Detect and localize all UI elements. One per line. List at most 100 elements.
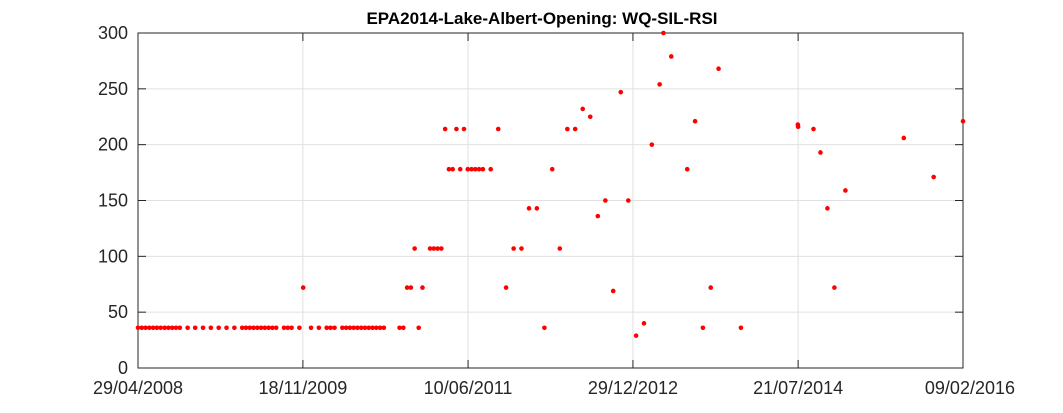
data-point bbox=[147, 325, 152, 331]
data-point bbox=[162, 325, 168, 331]
data-point bbox=[273, 325, 279, 331]
data-point bbox=[931, 174, 936, 180]
data-point bbox=[401, 325, 406, 331]
data-point bbox=[185, 325, 190, 331]
data-point bbox=[216, 325, 222, 331]
data-point bbox=[332, 325, 337, 331]
data-point bbox=[224, 325, 229, 331]
x-tick-label: 18/11/2009 bbox=[259, 378, 348, 398]
data-point bbox=[495, 126, 501, 132]
data-point bbox=[431, 246, 437, 251]
data-point bbox=[549, 166, 555, 172]
data-point bbox=[684, 166, 690, 172]
data-point bbox=[377, 325, 383, 331]
data-point bbox=[232, 325, 237, 331]
data-point bbox=[366, 325, 372, 331]
data-point bbox=[465, 166, 471, 172]
data-point bbox=[139, 325, 145, 331]
data-point bbox=[610, 288, 616, 294]
y-tick-label: 0 bbox=[118, 358, 128, 378]
data-point bbox=[633, 333, 639, 338]
data-point bbox=[192, 325, 198, 331]
data-point bbox=[461, 126, 467, 132]
data-point bbox=[473, 166, 478, 172]
data-point bbox=[454, 126, 459, 132]
data-point bbox=[397, 325, 402, 331]
data-point bbox=[381, 325, 387, 331]
data-point bbox=[587, 114, 593, 120]
data-point bbox=[285, 325, 291, 331]
data-point bbox=[960, 118, 966, 124]
y-tick-label: 150 bbox=[98, 191, 128, 211]
y-tick-label: 300 bbox=[98, 23, 128, 43]
data-point bbox=[370, 325, 375, 331]
chart-title: EPA2014-Lake-Albert-Opening: WQ-SIL-RSI bbox=[366, 9, 717, 28]
data-point bbox=[251, 325, 256, 331]
data-point bbox=[488, 166, 494, 172]
data-point bbox=[661, 30, 666, 36]
data-point bbox=[534, 206, 540, 211]
data-point bbox=[649, 142, 655, 147]
data-point bbox=[239, 325, 245, 331]
data-point bbox=[480, 166, 486, 172]
data-point bbox=[519, 246, 524, 251]
data-point bbox=[572, 126, 578, 132]
data-point bbox=[289, 325, 294, 331]
data-point bbox=[716, 66, 721, 72]
data-point bbox=[526, 206, 532, 211]
data-point bbox=[625, 198, 631, 203]
data-point bbox=[258, 325, 264, 331]
data-point bbox=[618, 89, 624, 95]
data-point bbox=[565, 126, 570, 132]
data-point bbox=[469, 166, 474, 172]
y-tick-label: 100 bbox=[98, 246, 128, 266]
data-point bbox=[708, 285, 714, 290]
data-point bbox=[427, 246, 433, 251]
data-point bbox=[358, 325, 364, 331]
data-point bbox=[503, 285, 509, 290]
data-point bbox=[795, 124, 801, 130]
x-tick-label: 10/06/2011 bbox=[424, 378, 513, 398]
data-point bbox=[135, 325, 141, 331]
data-point bbox=[208, 325, 214, 331]
data-point bbox=[343, 325, 349, 331]
data-point bbox=[150, 325, 156, 331]
data-point bbox=[300, 285, 306, 290]
x-tick-label: 29/12/2012 bbox=[588, 378, 678, 398]
data-point bbox=[420, 285, 425, 290]
data-point bbox=[843, 188, 848, 193]
data-point bbox=[476, 166, 482, 172]
data-point bbox=[641, 321, 647, 326]
data-point bbox=[825, 206, 830, 211]
data-point bbox=[281, 325, 287, 331]
data-point bbox=[700, 325, 706, 331]
data-point bbox=[262, 325, 268, 331]
data-point bbox=[408, 285, 414, 290]
y-tick-label: 50 bbox=[108, 302, 128, 322]
data-point bbox=[255, 325, 260, 331]
grid bbox=[137, 32, 964, 369]
data-point bbox=[450, 166, 455, 172]
data-point bbox=[316, 325, 322, 331]
data-point bbox=[324, 325, 329, 331]
data-point bbox=[362, 325, 368, 331]
axis-ticks: 0 50 100 150 200 250 300 29/04/2008 18/11/2009 10… bbox=[93, 23, 1015, 398]
data-point bbox=[603, 198, 608, 203]
data-points bbox=[135, 30, 966, 338]
data-point bbox=[738, 325, 744, 331]
data-point bbox=[811, 126, 816, 132]
data-point bbox=[657, 82, 662, 87]
data-point bbox=[177, 325, 183, 331]
data-point bbox=[328, 325, 333, 331]
data-point bbox=[266, 325, 271, 331]
data-point bbox=[439, 246, 444, 251]
data-point bbox=[351, 325, 356, 331]
x-tick-label: 29/04/2008 bbox=[93, 378, 183, 398]
data-point bbox=[412, 246, 417, 251]
data-point bbox=[270, 325, 275, 331]
x-tick-label: 21/07/2014 bbox=[753, 378, 843, 398]
data-point bbox=[442, 126, 448, 132]
data-point bbox=[511, 246, 516, 251]
data-point bbox=[166, 325, 171, 331]
